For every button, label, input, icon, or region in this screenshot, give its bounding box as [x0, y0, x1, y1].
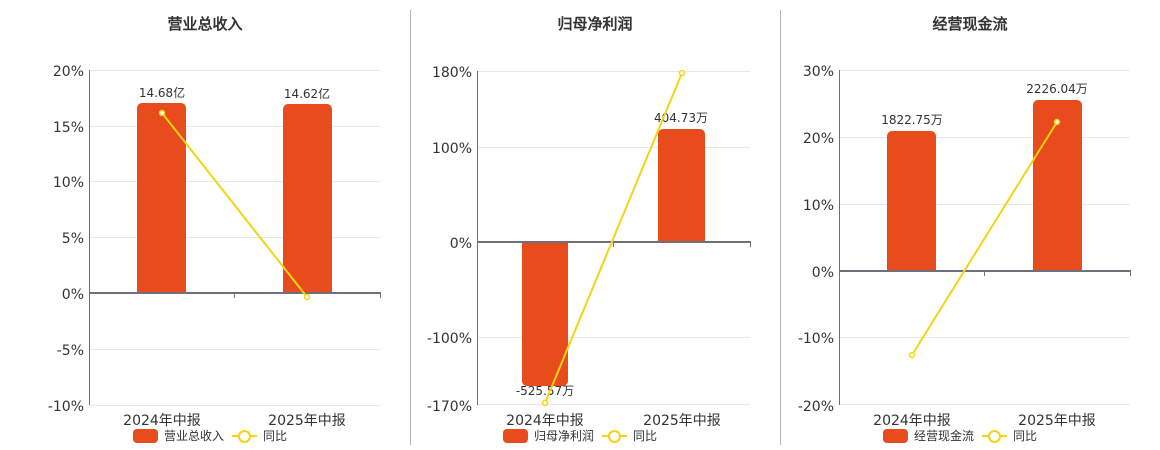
panel-operating-cashflow: 经营现金流 30% 20% 10% 0% -10% -20% 1822.75万 … [780, 0, 1160, 450]
chart-operating-cashflow: 30% 20% 10% 0% -10% -20% 1822.75万 2226.0… [798, 64, 1131, 429]
x-axis-label: 2024年中报 [123, 413, 201, 429]
yoy-line [544, 72, 683, 404]
svg-text:0%: 0% [812, 265, 834, 281]
svg-text:-100%: -100% [427, 331, 472, 347]
svg-text:30%: 30% [803, 64, 834, 80]
bar-value-label: 1822.75万 [881, 113, 943, 127]
legend-line-label[interactable]: 同比 [633, 429, 658, 443]
x-axis-label: 2024年中报 [506, 413, 584, 429]
legend: 归母净利润 同比 [503, 427, 657, 444]
yoy-line [911, 121, 1058, 356]
svg-text:5%: 5% [62, 231, 84, 247]
yoy-point[interactable] [908, 351, 916, 359]
y-axis-labels: 20% 15% 10% 5% 0% -5% -10% [48, 64, 84, 415]
gridlines [90, 70, 380, 406]
bar-value-label: 404.73万 [654, 111, 708, 125]
panel-net-profit: 归母净利润 180% 100% 0% -100% -170% -525.57万 … [410, 0, 780, 450]
svg-text:-10%: -10% [48, 399, 84, 415]
legend-bar-swatch[interactable] [133, 428, 158, 443]
x-axis-label: 2025年中报 [1018, 413, 1096, 429]
chart-title: 营业总收入 [167, 15, 243, 33]
x-axis-label: 2025年中报 [643, 413, 721, 429]
chart-title: 经营现金流 [932, 15, 1008, 33]
legend-line-label[interactable]: 同比 [263, 429, 288, 443]
legend-bar-swatch[interactable] [503, 428, 528, 443]
legend-bar-label[interactable]: 营业总收入 [164, 429, 225, 443]
yoy-point[interactable] [303, 293, 311, 301]
panel-divider [780, 10, 781, 445]
chart-net-profit: 180% 100% 0% -100% -170% -525.57万 404.73… [427, 65, 751, 429]
panel-revenue: 营业总收入 20% 15% 10% 5% 0% -5% -10% [0, 0, 410, 450]
bar-2025[interactable] [1033, 100, 1082, 271]
svg-text:100%: 100% [432, 141, 472, 157]
legend: 经营现金流 同比 [883, 427, 1037, 444]
bar-2025[interactable] [283, 104, 332, 293]
legend-line-icon[interactable] [982, 429, 1008, 443]
bar-value-label: -525.57万 [516, 384, 574, 398]
panel-divider [410, 10, 411, 445]
legend-line-label[interactable]: 同比 [1013, 429, 1038, 443]
svg-text:20%: 20% [803, 131, 834, 147]
svg-text:10%: 10% [53, 175, 84, 191]
bar-2025[interactable] [658, 129, 705, 242]
y-axis-labels: 30% 20% 10% 0% -10% -20% [798, 64, 834, 415]
svg-text:20%: 20% [53, 64, 84, 80]
bar-value-label: 14.68亿 [139, 85, 185, 100]
svg-text:-5%: -5% [57, 343, 84, 359]
bar-2024[interactable] [137, 103, 186, 293]
svg-text:180%: 180% [432, 65, 472, 81]
legend-bar-label[interactable]: 归母净利润 [534, 429, 595, 443]
svg-text:-20%: -20% [798, 399, 834, 415]
yoy-line [161, 112, 308, 298]
svg-text:-10%: -10% [798, 331, 834, 347]
legend-line-icon[interactable] [232, 429, 258, 443]
legend: 营业总收入 同比 [133, 427, 287, 444]
yoy-point[interactable] [158, 109, 166, 117]
svg-text:10%: 10% [803, 198, 834, 214]
bar-value-label: 14.62亿 [284, 86, 330, 101]
svg-text:0%: 0% [450, 236, 472, 252]
svg-text:0%: 0% [62, 287, 84, 303]
chart-revenue: 20% 15% 10% 5% 0% -5% -10% 14.68亿 14.62亿… [48, 64, 381, 429]
yoy-point[interactable] [1053, 118, 1061, 126]
svg-text:15%: 15% [53, 120, 84, 136]
x-axis-label: 2025年中报 [268, 413, 346, 429]
legend-bar-label[interactable]: 经营现金流 [914, 429, 975, 443]
chart-title: 归母净利润 [557, 15, 633, 33]
x-axis-label: 2024年中报 [873, 413, 951, 429]
legend-line-icon[interactable] [602, 429, 628, 443]
yoy-point[interactable] [678, 69, 686, 77]
legend-bar-swatch[interactable] [883, 428, 908, 443]
bar-2024[interactable] [522, 242, 568, 386]
y-axis-labels: 180% 100% 0% -100% -170% [427, 65, 472, 415]
bar-2024[interactable] [887, 131, 936, 271]
svg-text:-170%: -170% [427, 399, 472, 415]
bar-value-label: 2226.04万 [1026, 82, 1088, 96]
yoy-point[interactable] [541, 399, 549, 407]
